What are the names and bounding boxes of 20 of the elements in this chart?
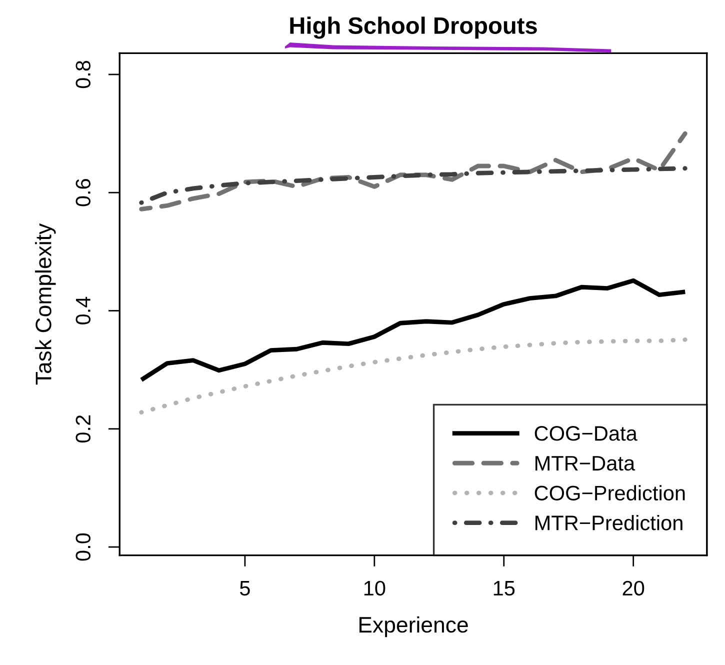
x-tick-label: 20	[622, 580, 644, 596]
x-tick-label: 10	[364, 580, 386, 596]
chart-title: High School Dropouts	[290, 16, 537, 39]
line-series	[139, 131, 688, 212]
legend-label: MTR−Prediction	[535, 515, 682, 530]
line-series	[139, 278, 688, 382]
x-axis-title: Experience	[359, 616, 468, 638]
line-series	[139, 166, 688, 205]
legend-label: COG−Prediction	[534, 485, 685, 500]
y-tick-label: 0.0	[76, 533, 91, 561]
y-axis-title: Task Complexity	[35, 223, 56, 385]
legend-label: MTR−Data	[535, 456, 636, 471]
y-tick-label: 0.6	[76, 179, 91, 206]
y-tick-label: 0.4	[76, 296, 91, 324]
legend-label: COG−Data	[534, 426, 638, 441]
y-tick-label: 0.8	[76, 60, 91, 88]
y-tick-label: 0.2	[76, 415, 91, 443]
x-tick-label: 5	[240, 581, 250, 596]
x-tick-label: 15	[494, 581, 515, 596]
line-series	[139, 337, 688, 415]
